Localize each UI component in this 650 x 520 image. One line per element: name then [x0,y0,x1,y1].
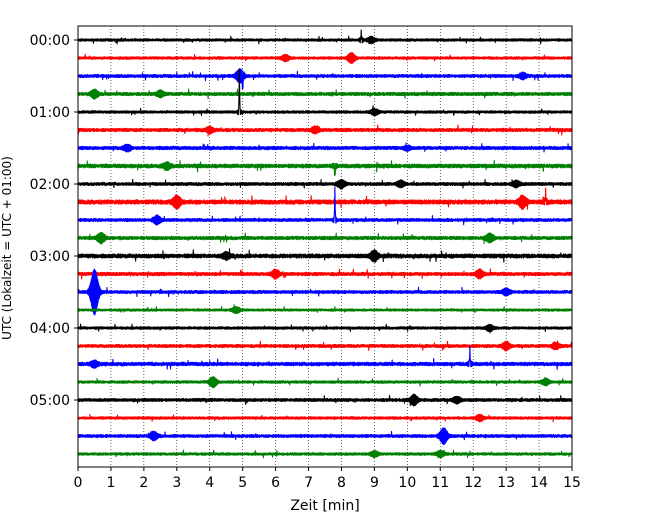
x-axis-label: Zeit [min] [290,498,359,514]
seismic-trace-0230 [77,186,573,226]
seismic-trace-0130 [77,142,573,153]
plot-frame [77,25,573,468]
seismic-trace-0400 [77,323,573,334]
seismic-trace-0245 [77,231,573,245]
y-tick-label: 01:00 [30,105,70,121]
x-tick-label: 10 [398,475,416,491]
x-tick-label: 13 [497,475,515,491]
seismic-trace-0545 [77,449,573,459]
seismic-trace-0430 [77,345,573,370]
y-tick-label: 02:00 [30,177,70,193]
y-tick-label: 00:00 [30,33,70,49]
y-tick-label: 04:00 [30,321,70,337]
x-tick-label: 15 [563,475,581,491]
x-tick-label: 1 [106,475,115,491]
x-tick-label: 5 [238,475,247,491]
seismic-trace-0030 [77,68,573,90]
x-tick-label: 2 [139,475,148,491]
seismic-trace-0300 [77,248,573,263]
seismic-trace-0145 [77,160,573,176]
seismic-trace-0200 [77,178,573,190]
seismic-trace-0515 [77,413,573,423]
seismic-trace-0045 [77,88,573,100]
x-tick-label: 8 [337,475,346,491]
seismic-trace-0530 [77,427,573,446]
x-tick-label: 14 [530,475,548,491]
y-tick-label: 05:00 [30,393,70,409]
seismic-trace-0000 [77,29,573,45]
seismic-trace-0500 [77,393,573,407]
seismic-trace-0345 [77,304,573,315]
seismic-trace-0115 [77,124,573,137]
x-tick-label: 7 [304,475,313,491]
seismic-trace-0215 [77,187,573,210]
x-tick-label: 3 [172,475,181,491]
seismic-trace-0330 [77,268,573,316]
x-tick-label: 12 [464,475,482,491]
seismic-trace-0415 [77,340,573,352]
y-tick-label: 03:00 [30,249,70,265]
traces [77,29,573,459]
x-axis: 0 1 2 3 4 5 6 7 8 9 10 11 12 13 14 15 [74,467,581,491]
x-tick-label: 0 [74,475,83,491]
x-tick-label: 4 [205,475,214,491]
x-tick-label: 6 [271,475,280,491]
x-tick-label: 11 [431,475,449,491]
y-axis: 00:00 01:00 02:00 03:00 04:00 05:00 [30,33,78,409]
y-axis-label: UTC (Lokalzeit = UTC + 01:00) [0,156,14,340]
seismic-trace-0100 [77,68,573,117]
x-tick-label: 9 [370,475,379,491]
seismic-trace-0015 [77,52,573,65]
seismic-trace-0445 [77,376,573,389]
seismic-trace-0315 [77,268,573,280]
